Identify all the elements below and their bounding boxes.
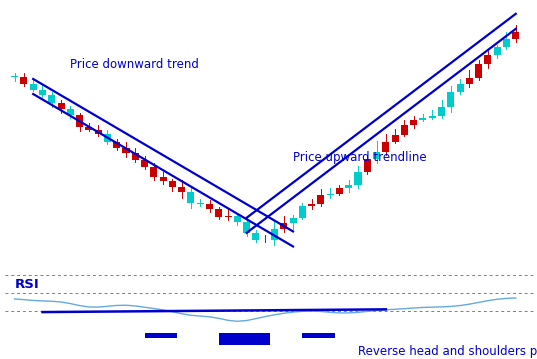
Bar [484,55,491,64]
Bar [429,116,436,118]
Bar [48,95,55,103]
Text: Reverse head and shoulders pattern: Reverse head and shoulders pattern [358,345,537,358]
Bar [280,223,287,229]
Bar [438,107,445,116]
Bar [326,194,333,195]
Bar [169,182,176,187]
Bar [401,125,408,135]
Bar [219,334,270,345]
Bar [122,149,129,153]
Bar [132,153,139,160]
Bar [20,76,27,84]
Bar [512,32,519,39]
Bar [447,92,454,107]
Bar [382,142,389,152]
Bar [104,134,111,142]
Bar [354,172,361,185]
Bar [410,120,417,125]
Bar [243,222,250,233]
Text: RSI: RSI [14,279,39,292]
Bar [271,229,278,240]
Bar [234,216,241,222]
Bar [67,109,74,115]
Bar [85,127,92,130]
Bar [39,90,46,95]
Bar [345,185,352,188]
Bar [503,39,510,47]
Text: Price upward trendline: Price upward trendline [293,151,427,164]
Bar [57,103,64,109]
Bar [159,177,166,182]
Bar [178,187,185,192]
Text: Price downward trend: Price downward trend [70,58,199,71]
Bar [141,160,148,167]
Bar [456,84,463,92]
Bar [336,188,343,194]
Bar [144,334,177,339]
Bar [252,233,259,240]
Bar [289,218,296,223]
Bar [373,152,380,159]
Bar [95,130,101,134]
Bar [30,84,37,90]
Bar [466,78,473,84]
Bar [150,167,157,177]
Bar [475,64,482,78]
Bar [299,206,306,218]
Bar [391,135,398,142]
Bar [187,192,194,203]
Bar [197,203,204,204]
Bar [308,204,315,206]
Bar [419,118,426,120]
Bar [494,47,500,55]
Bar [302,334,335,339]
Bar [317,195,324,204]
Bar [364,159,371,172]
Bar [76,115,83,127]
Bar [206,204,213,209]
Bar [113,142,120,149]
Bar [215,209,222,216]
